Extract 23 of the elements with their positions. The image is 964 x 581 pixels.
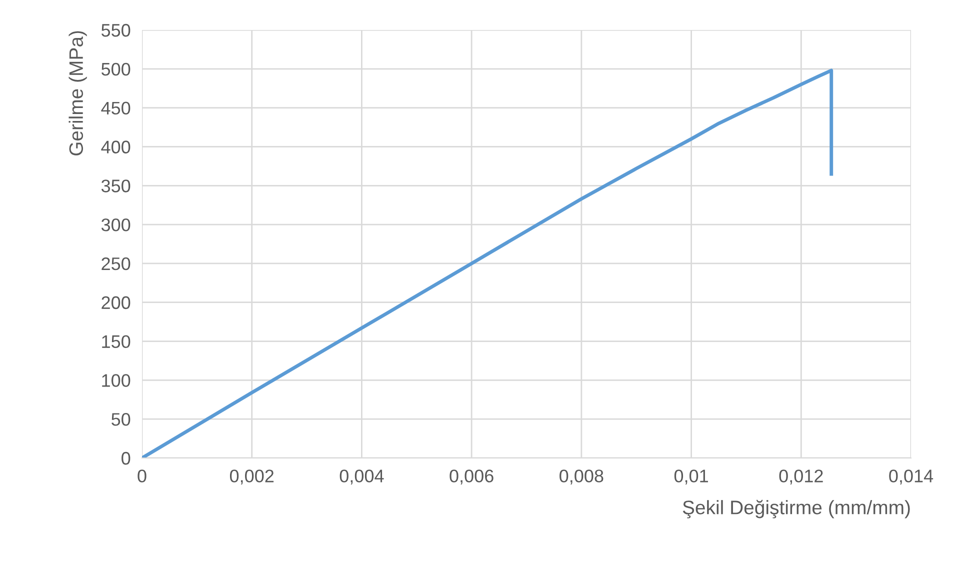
x-axis-title: Şekil Değiştirme (mm/mm) [682,500,910,518]
y-tick-label: 0 [122,452,130,465]
y-axis-title: Gerilme (MPa) [68,31,87,156]
x-tick-label: 0,002 [230,470,274,485]
y-tick-label: 450 [101,102,130,115]
x-tick-label: 0,008 [560,470,604,485]
y-tick-label: 300 [101,218,130,232]
x-tick-label: 0,012 [779,470,823,485]
x-tick-label: 0,014 [889,470,934,485]
line-series [142,68,834,458]
y-tick-label: 50 [112,413,130,426]
x-tick-label: 0,01 [674,470,708,485]
x-tick-label: 0,006 [450,470,494,485]
y-tick-label: 400 [101,140,130,154]
y-tick-label: 550 [101,24,130,37]
y-tick-label: 500 [101,62,130,76]
y-tick-label: 100 [102,374,130,387]
x-tick-label: 0 [138,470,146,482]
y-tick-label: 250 [102,257,130,270]
y-tick-label: 200 [102,296,130,310]
x-tick-label: 0,004 [340,470,384,485]
y-tick-label: 150 [102,335,130,348]
y-tick-label: 350 [101,180,130,192]
